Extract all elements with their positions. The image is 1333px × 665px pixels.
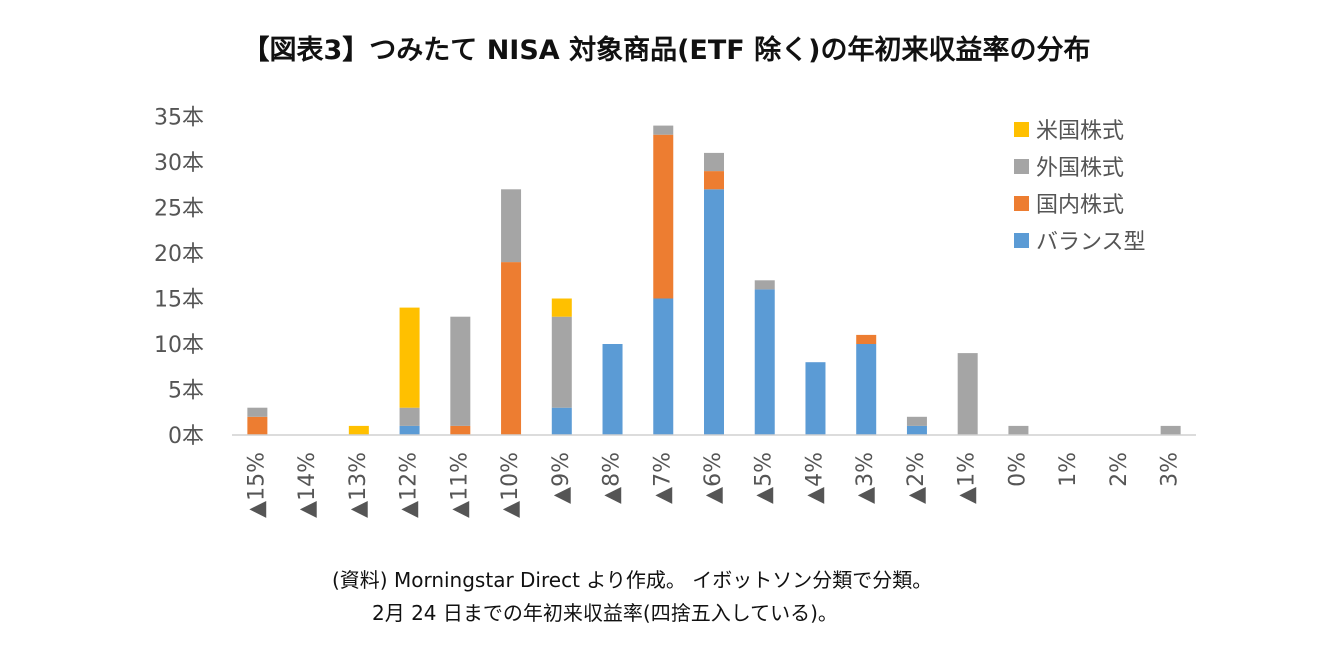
legend-swatch	[1014, 159, 1029, 174]
bar-segment	[501, 262, 522, 435]
y-tick-label: 10本	[154, 333, 204, 358]
bar-segment	[653, 134, 674, 299]
bar-segment	[856, 334, 877, 344]
x-tick-label: 3%	[1158, 452, 1183, 487]
y-tick-label: 0本	[168, 424, 204, 449]
bar-segment	[450, 425, 471, 435]
bar-segment	[501, 189, 522, 263]
x-tick-label: ▲6%	[701, 452, 726, 504]
y-tick-label: 20本	[154, 242, 204, 267]
bar-segment	[551, 316, 572, 408]
x-tick-label: ▲11%	[447, 452, 472, 518]
x-tick-label: ▲15%	[244, 452, 269, 518]
bar-segment	[704, 189, 724, 435]
legend-label: 外国株式	[1036, 156, 1124, 181]
bar-segment	[906, 425, 927, 435]
bar-segment	[1008, 425, 1029, 435]
x-tick-label: ▲12%	[397, 452, 422, 518]
chart-title: 【図表3】つみたて NISA 対象商品(ETF 除く)の年初来収益率の分布	[242, 35, 1091, 66]
bar-segment	[957, 353, 978, 435]
legend-swatch	[1014, 233, 1029, 248]
bar-segment	[348, 425, 369, 435]
bar-segment	[754, 280, 775, 290]
bars	[247, 125, 1181, 435]
bar-segment	[805, 362, 826, 435]
bar-segment	[247, 407, 268, 417]
y-tick-label: 35本	[154, 106, 204, 131]
x-tick-label: ▲14%	[295, 452, 320, 518]
source-note: (資料) Morningstar Direct より作成。 イボットソン分類で分…	[332, 568, 933, 592]
legend-swatch	[1014, 196, 1029, 211]
bar-segment	[704, 171, 724, 190]
x-tick-label: ▲10%	[498, 452, 523, 518]
bar-segment	[399, 307, 420, 408]
x-tick-label: ▲5%	[752, 452, 777, 504]
bar-segment	[754, 289, 775, 435]
x-tick-label: ▲7%	[650, 452, 675, 504]
legend-label: 米国株式	[1036, 119, 1124, 144]
y-tick-label: 15本	[154, 288, 204, 313]
legend-label: バランス型	[1036, 230, 1146, 255]
bar-segment	[551, 298, 572, 317]
bar-segment	[653, 298, 674, 435]
bar-segment	[906, 416, 927, 426]
bar-segment	[399, 407, 420, 426]
x-tick-label: ▲3%	[853, 452, 878, 504]
y-tick-label: 25本	[154, 197, 204, 222]
x-tick-label: ▲1%	[955, 452, 980, 504]
detail-note: 2月 24 日までの年初来収益率(四捨五入している)。	[372, 601, 838, 625]
bar-segment	[399, 425, 420, 435]
legend-label: 国内株式	[1036, 193, 1124, 218]
bar-segment	[1160, 425, 1181, 435]
bar-segment	[450, 316, 471, 426]
bar-segment	[247, 416, 268, 435]
bar-segment	[704, 152, 724, 172]
legend-swatch	[1014, 122, 1029, 137]
bar-segment	[551, 407, 572, 435]
x-axis-labels: ▲15% ▲14% ▲13% ▲12% ▲11% ▲10% ▲9% ▲8% ▲7% ▲6% ▲5% ▲…	[244, 452, 1182, 518]
bar-segment	[602, 344, 623, 435]
x-tick-label: ▲2%	[904, 452, 929, 504]
y-axis: 0本 5本 10本 15本 20本 25本 30本 35本	[154, 106, 204, 450]
bar-segment	[653, 125, 674, 135]
y-tick-label: 5本	[168, 379, 204, 404]
bar-segment	[856, 344, 877, 435]
x-tick-label: ▲9%	[549, 452, 574, 504]
x-tick-label: 2%	[1107, 452, 1132, 487]
x-tick-label: ▲13%	[346, 452, 371, 518]
x-tick-label: 0%	[1005, 452, 1030, 487]
y-tick-label: 30本	[154, 151, 204, 176]
x-tick-label: ▲8%	[600, 452, 625, 504]
x-tick-label: ▲4%	[802, 452, 827, 504]
x-tick-label: 1%	[1056, 452, 1081, 487]
